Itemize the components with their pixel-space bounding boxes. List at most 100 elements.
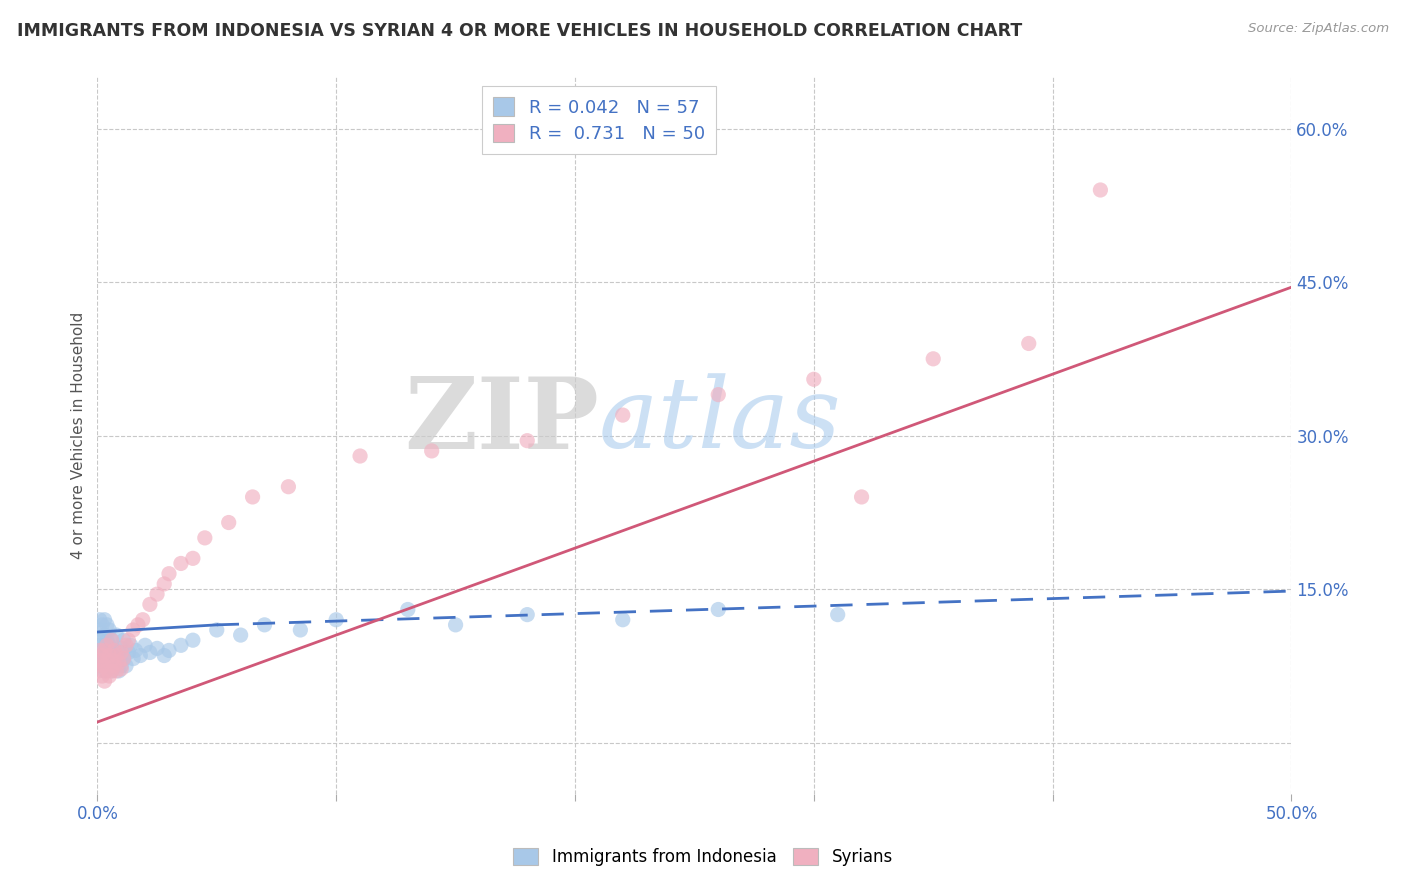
Point: [122, 651, 145, 665]
Point: [100, 633, 122, 648]
Point: [96, 658, 118, 673]
Point: [146, 587, 169, 601]
Point: [129, 648, 152, 663]
Point: [153, 648, 176, 663]
Point: [93, 648, 115, 663]
Point: [157, 643, 180, 657]
Text: atlas: atlas: [599, 374, 842, 469]
Point: [277, 480, 299, 494]
Point: [325, 613, 347, 627]
Point: [112, 633, 135, 648]
Point: [112, 651, 135, 665]
Point: [98, 654, 121, 668]
Point: [396, 602, 419, 616]
Point: [112, 651, 135, 665]
Point: [516, 434, 538, 448]
Y-axis label: 4 or more Vehicles in Household: 4 or more Vehicles in Household: [72, 312, 86, 559]
Point: [93, 628, 115, 642]
Point: [120, 638, 142, 652]
Point: [93, 664, 115, 678]
Point: [124, 643, 146, 657]
Point: [91, 648, 114, 663]
Point: [110, 662, 132, 676]
Point: [105, 648, 128, 663]
Point: [170, 638, 193, 652]
Point: [93, 643, 115, 657]
Point: [122, 623, 145, 637]
Point: [100, 654, 122, 668]
Point: [105, 628, 128, 642]
Point: [108, 645, 131, 659]
Point: [93, 638, 115, 652]
Point: [1018, 336, 1040, 351]
Point: [420, 443, 443, 458]
Point: [349, 449, 371, 463]
Point: [851, 490, 873, 504]
Text: ZIP: ZIP: [404, 373, 599, 470]
Point: [205, 623, 228, 637]
Point: [922, 351, 945, 366]
Point: [96, 618, 118, 632]
Point: [100, 633, 122, 648]
Point: [89, 613, 111, 627]
Point: [87, 664, 110, 678]
Point: [103, 658, 125, 673]
Point: [194, 531, 217, 545]
Point: [1090, 183, 1112, 197]
Point: [108, 664, 131, 678]
Point: [110, 641, 132, 656]
Point: [98, 638, 121, 652]
Point: [707, 387, 730, 401]
Point: [117, 645, 139, 659]
Point: [103, 658, 125, 673]
Point: [96, 643, 118, 657]
Point: [153, 577, 176, 591]
Point: [612, 408, 634, 422]
Point: [105, 664, 128, 678]
Point: [96, 664, 118, 678]
Point: [100, 648, 122, 663]
Point: [91, 669, 114, 683]
Point: [132, 613, 155, 627]
Point: [157, 566, 180, 581]
Point: [146, 641, 169, 656]
Point: [253, 618, 276, 632]
Point: [218, 516, 240, 530]
Point: [803, 372, 825, 386]
Point: [89, 643, 111, 657]
Point: [444, 618, 467, 632]
Point: [516, 607, 538, 622]
Point: [98, 648, 121, 663]
Point: [117, 633, 139, 648]
Point: [89, 654, 111, 668]
Point: [98, 623, 121, 637]
Point: [89, 623, 111, 637]
Point: [89, 638, 111, 652]
Point: [93, 674, 115, 689]
Point: [91, 643, 114, 657]
Point: [707, 602, 730, 616]
Point: [91, 654, 114, 668]
Point: [612, 613, 634, 627]
Point: [290, 623, 312, 637]
Point: [115, 658, 138, 673]
Point: [96, 638, 118, 652]
Legend: Immigrants from Indonesia, Syrians: Immigrants from Indonesia, Syrians: [505, 840, 901, 875]
Point: [134, 638, 156, 652]
Point: [93, 658, 115, 673]
Point: [98, 669, 121, 683]
Point: [100, 664, 122, 678]
Point: [110, 658, 132, 673]
Text: Source: ZipAtlas.com: Source: ZipAtlas.com: [1249, 22, 1389, 36]
Point: [100, 664, 122, 678]
Legend: R = 0.042   N = 57, R =  0.731   N = 50: R = 0.042 N = 57, R = 0.731 N = 50: [482, 87, 716, 154]
Point: [103, 643, 125, 657]
Point: [105, 654, 128, 668]
Point: [127, 618, 149, 632]
Point: [242, 490, 264, 504]
Point: [827, 607, 849, 622]
Point: [96, 633, 118, 648]
Point: [115, 638, 138, 652]
Point: [91, 633, 114, 648]
Point: [93, 613, 115, 627]
